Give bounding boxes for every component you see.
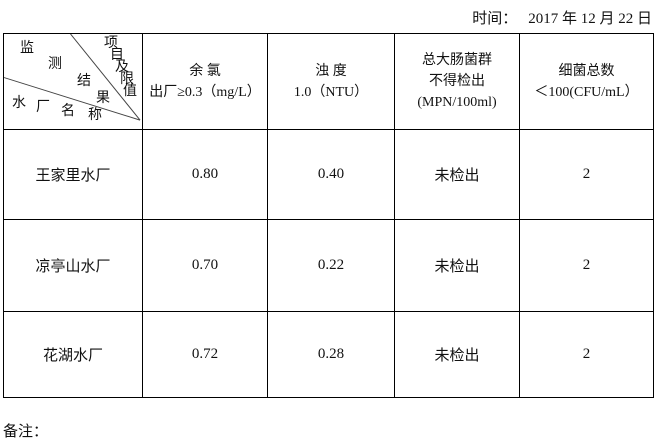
column-title: 余 氯: [189, 63, 221, 79]
column-limit: 出厂≥0.3（mg/L）: [149, 84, 261, 100]
corner-char: 及: [115, 60, 129, 75]
diagonal-lines: [4, 34, 141, 121]
corner-char: 结: [77, 74, 91, 89]
column-limit: 1.0（NTU）: [293, 84, 369, 100]
column-header-bacteria-count: 细菌总数 ＜100(CFU/mL）: [520, 34, 653, 130]
column-unit: (MPN/100ml): [417, 95, 497, 110]
column-title: 总大肠菌群: [422, 53, 492, 68]
column-header-turbidity: 浊 度 1.0（NTU）: [268, 34, 395, 130]
corner-char: 水: [12, 96, 26, 111]
time-value: 2017 年 12 月 22 日: [528, 11, 652, 27]
cell-bacteria-value: 2: [520, 220, 653, 312]
corner-char: 值: [123, 84, 137, 99]
cell-turbidity-value: 0.40: [268, 130, 395, 220]
corner-char: 厂: [36, 100, 50, 115]
report-time: 时间： 2017 年 12 月 22 日: [472, 7, 652, 28]
corner-char: 项: [104, 36, 118, 51]
time-label: 时间：: [472, 11, 518, 27]
water-quality-table: 监测结果 项目及限值水厂名称 余 氯 出厂≥0.3（mg/L） 浊 度 1.0（N…: [3, 33, 654, 398]
cell-chlorine-value: 0.80: [143, 130, 268, 220]
row-name: 王家里水厂: [4, 130, 143, 220]
cell-chlorine-value: 0.70: [143, 220, 268, 312]
cell-coliform-value: 未检出: [395, 220, 520, 312]
cell-coliform-value: 未检出: [395, 130, 520, 220]
remarks-label: 备注：: [3, 424, 49, 440]
corner-char: 测: [48, 57, 62, 72]
column-limit: 不得检出: [429, 74, 485, 89]
corner-char: 名: [61, 104, 75, 119]
column-title: 浊 度: [315, 63, 347, 79]
cell-bacteria-value: 2: [582, 346, 591, 362]
corner-header-cell: 监测结果 项目及限值水厂名称: [4, 34, 143, 130]
cell-coliform-value: 未检出: [395, 312, 520, 397]
column-header-total-coliform: 总大肠菌群 不得检出 (MPN/100ml): [395, 34, 520, 130]
cell-bacteria-value: 2: [520, 130, 653, 220]
cell-chlorine-value: 0.72: [143, 312, 268, 397]
corner-char: 果: [96, 91, 110, 106]
row-name: 花湖水厂: [4, 312, 143, 397]
corner-char: 称: [88, 108, 102, 123]
corner-char: 限: [120, 72, 134, 87]
column-title: 细菌总数: [558, 63, 615, 79]
cell-turbidity-value: 0.22: [268, 220, 395, 312]
column-limit: ＜100(CFU/mL）: [534, 84, 639, 100]
cell-turbidity-value: 0.28: [268, 312, 395, 397]
column-header-residual-chlorine: 余 氯 出厂≥0.3（mg/L）: [143, 34, 268, 130]
corner-char: 目: [110, 48, 124, 63]
row-name: 凉亭山水厂: [4, 220, 143, 312]
corner-char: 监: [20, 41, 34, 56]
